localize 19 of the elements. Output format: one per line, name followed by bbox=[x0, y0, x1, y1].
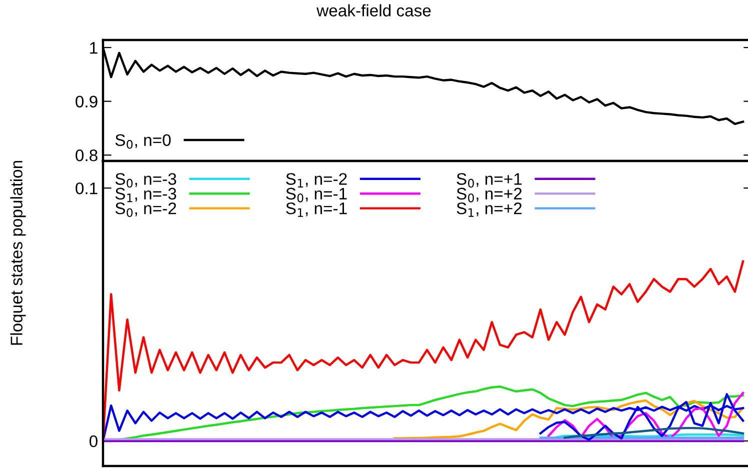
legend-label: S$_{1}$, n=-2 bbox=[286, 173, 347, 188]
legend-label: S$_{0}$, n=-2 bbox=[115, 202, 176, 218]
y-tick-label: 0 bbox=[90, 435, 98, 448]
legend-label: S$_{1}$, n=-1 bbox=[286, 202, 347, 217]
line-series bbox=[564, 426, 744, 439]
y-tick-label: 0.9 bbox=[76, 96, 98, 108]
y-tick-label: 0.8 bbox=[76, 149, 98, 162]
legend-label: S$_{1}$, n=+2 bbox=[456, 202, 522, 217]
y-axis-title: Floquet states population bbox=[10, 160, 26, 345]
legend-label: S$_{0}$, n=-3 bbox=[115, 173, 176, 188]
y-tick-label: 0.1 bbox=[76, 182, 98, 194]
line-series bbox=[394, 399, 744, 440]
legend-label: S$_{0}$, n=+1 bbox=[456, 173, 522, 188]
legend-label: S$_{1}$, n=-3 bbox=[115, 188, 176, 202]
legend-label: S$_{0}$, n=0 bbox=[115, 134, 171, 149]
y-tick-label: 1 bbox=[90, 42, 98, 54]
chart-title: weak-field case bbox=[316, 4, 431, 16]
legend-label: S$_{0}$, n=+2 bbox=[456, 188, 522, 202]
legend-label: S$_{0}$, n=-1 bbox=[286, 188, 347, 202]
